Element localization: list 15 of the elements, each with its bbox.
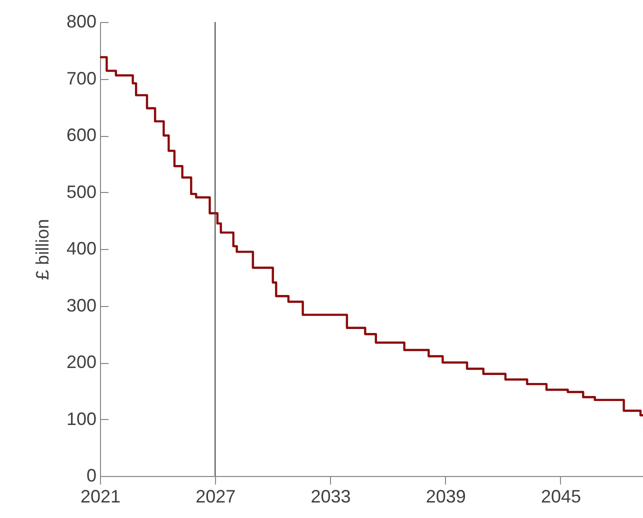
- y-tick-label: 700: [66, 68, 96, 88]
- y-tick-label: 300: [66, 295, 96, 316]
- y-tick-label: 100: [66, 408, 96, 429]
- y-tick-label: 500: [66, 182, 96, 202]
- x-tick-label: 2027: [196, 486, 236, 506]
- y-tick-label: 800: [66, 12, 96, 32]
- x-tick-label: 2039: [426, 486, 466, 506]
- y-tick-label: 600: [66, 125, 96, 145]
- y-axis-title: £ billion: [32, 218, 52, 280]
- y-tick-label: 400: [66, 238, 96, 258]
- x-tick-label: 2033: [310, 486, 351, 506]
- x-tick-label: 2045: [540, 486, 582, 506]
- y-tick-label: 0: [86, 466, 96, 486]
- x-tick-label: 2021: [80, 486, 121, 506]
- y-tick-label: 200: [66, 352, 96, 372]
